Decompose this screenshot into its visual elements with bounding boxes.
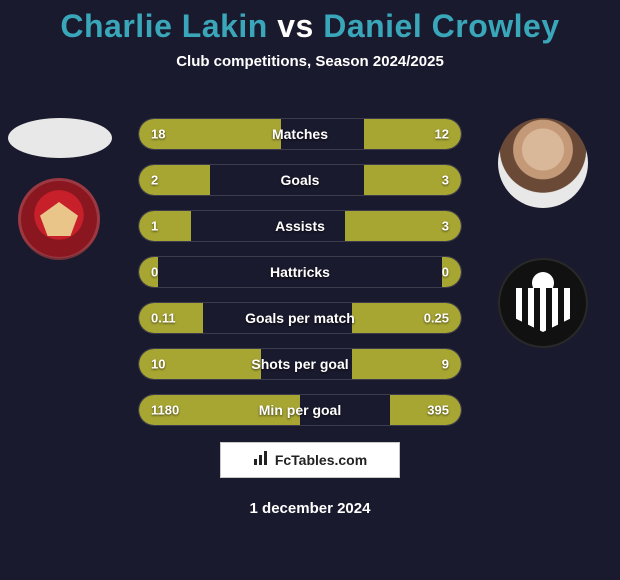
stats-container: 18 12 Matches 2 3 Goals 1 3 Assists 0 0 Hattricks 0.…	[138, 118, 462, 440]
stat-label: Matches	[272, 126, 328, 142]
stat-value-left: 1180	[151, 403, 179, 418]
stat-label: Goals	[281, 172, 320, 188]
stat-value-left: 18	[151, 127, 165, 142]
footer-date: 1 december 2024	[250, 500, 371, 517]
stat-label: Hattricks	[270, 264, 330, 280]
player2-avatar	[498, 118, 588, 208]
stat-label: Min per goal	[259, 402, 341, 418]
player2-name: Daniel Crowley	[323, 8, 559, 44]
subtitle: Club competitions, Season 2024/2025	[0, 53, 620, 70]
stat-value-left: 10	[151, 357, 165, 372]
chart-icon	[253, 450, 269, 471]
stat-row: 1 3 Assists	[138, 210, 462, 242]
stat-value-right: 12	[435, 127, 449, 142]
player1-avatar	[8, 118, 112, 158]
stat-value-right: 0.25	[424, 311, 449, 326]
player1-name: Charlie Lakin	[60, 8, 267, 44]
stat-value-right: 9	[442, 357, 449, 372]
comparison-title: Charlie Lakin vs Daniel Crowley	[0, 0, 620, 45]
stat-value-left: 0.11	[151, 311, 176, 326]
stat-value-right: 3	[442, 219, 449, 234]
bar-left	[139, 165, 210, 195]
stat-row: 10 9 Shots per goal	[138, 348, 462, 380]
stat-row: 1180 395 Min per goal	[138, 394, 462, 426]
stat-row: 18 12 Matches	[138, 118, 462, 150]
stat-value-left: 0	[151, 265, 158, 280]
stat-row: 0.11 0.25 Goals per match	[138, 302, 462, 334]
player2-club-crest	[498, 258, 588, 348]
stat-value-right: 0	[442, 265, 449, 280]
vs-text: vs	[277, 8, 314, 44]
stat-label: Assists	[275, 218, 325, 234]
stat-label: Shots per goal	[251, 356, 348, 372]
stat-row: 0 0 Hattricks	[138, 256, 462, 288]
stat-value-left: 2	[151, 173, 158, 188]
bar-left	[139, 211, 191, 241]
bar-right	[390, 395, 461, 425]
stat-row: 2 3 Goals	[138, 164, 462, 196]
brand-text: FcTables.com	[275, 452, 367, 468]
stat-value-right: 395	[427, 403, 449, 418]
brand-badge: FcTables.com	[220, 442, 400, 478]
stat-value-right: 3	[442, 173, 449, 188]
player1-club-crest	[18, 178, 100, 260]
stat-label: Goals per match	[245, 310, 355, 326]
stat-value-left: 1	[151, 219, 158, 234]
